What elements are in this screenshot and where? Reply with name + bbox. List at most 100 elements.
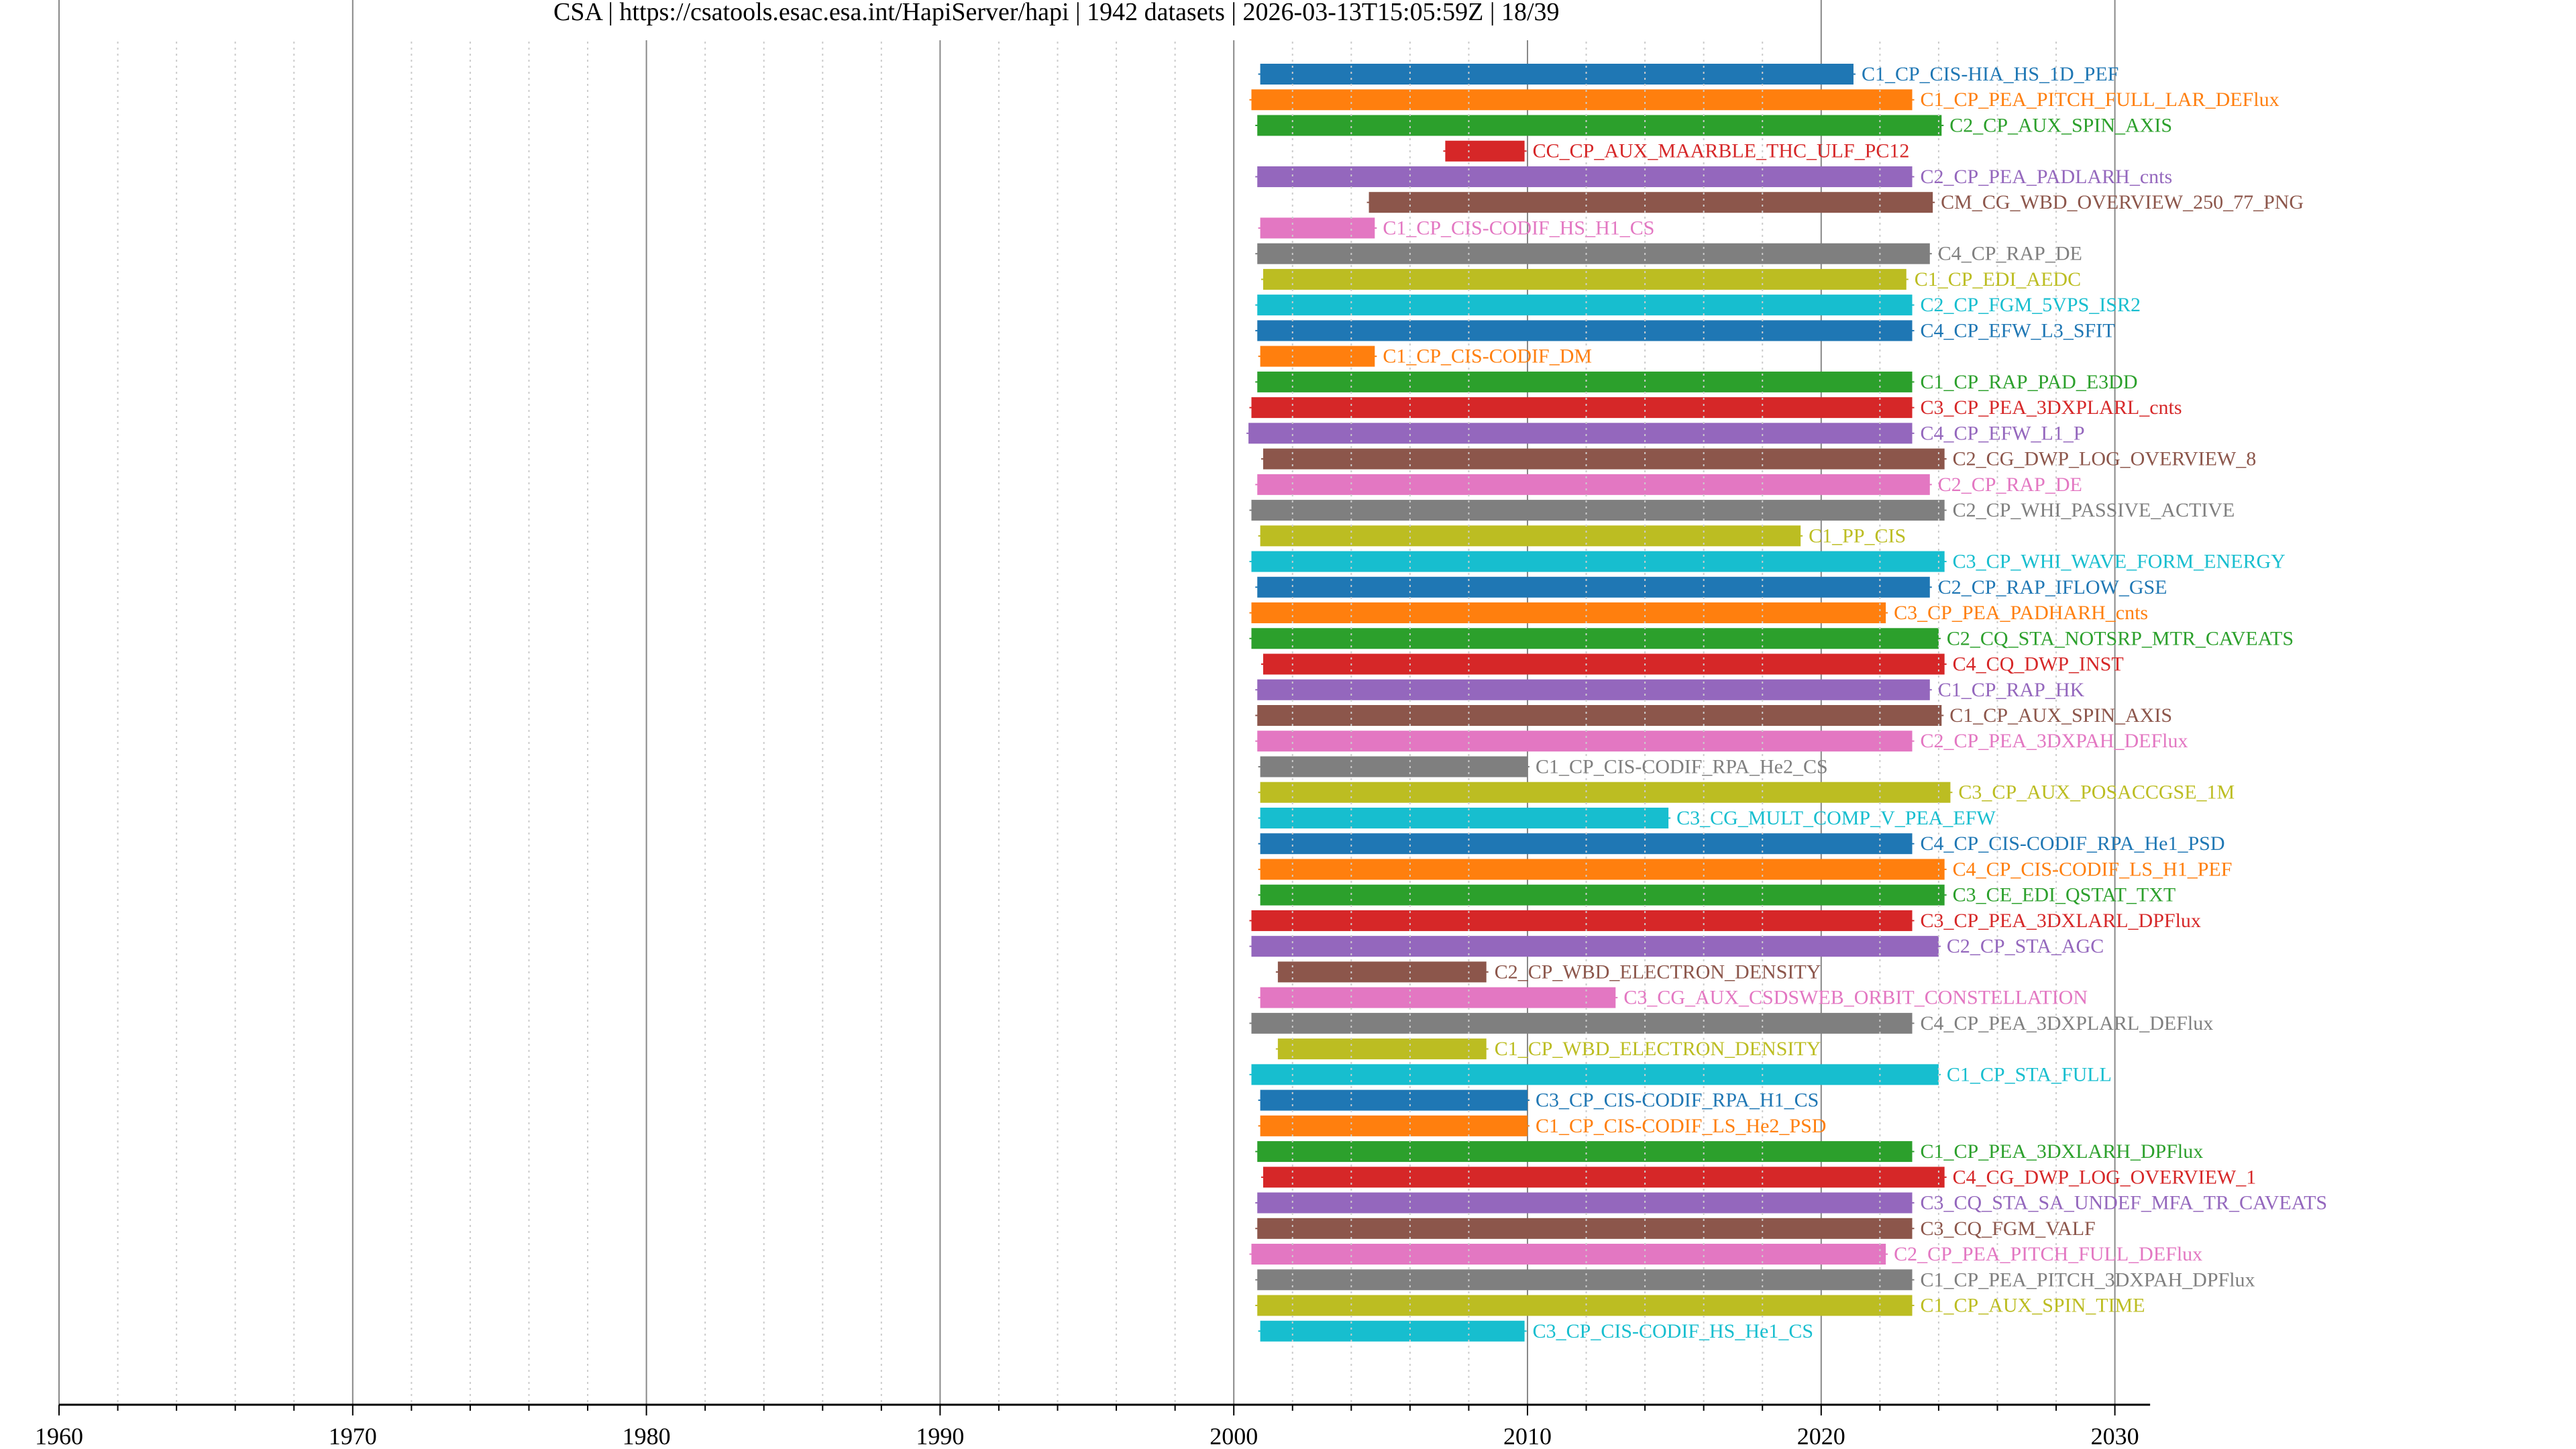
bar-C1_CP_CIS-CODIF_DM[interactable] <box>1260 345 1375 367</box>
bar-C3_CP_CIS-CODIF_HS_He1_CS[interactable] <box>1260 1320 1525 1342</box>
x-tick-label: 2010 <box>1503 1423 1552 1449</box>
bar-label: CC_CP_AUX_MAARBLE_THC_ULF_PC12 <box>1533 140 1910 162</box>
bar-label: C1_CP_AUX_SPIN_TIME <box>1921 1295 2145 1317</box>
bar-C1_CP_AUX_SPIN_AXIS[interactable] <box>1257 705 1942 726</box>
bar-label: C3_CP_CIS-CODIF_HS_He1_CS <box>1533 1320 1813 1342</box>
major-gridlines <box>58 0 2116 1405</box>
bar-C3_CG_MULT_COMP_V_PEA_EFW[interactable] <box>1260 807 1669 828</box>
bar-C4_CG_DWP_LOG_OVERVIEW_1[interactable] <box>1263 1167 1945 1188</box>
bar-C2_CP_FGM_5VPS_ISR2[interactable] <box>1257 294 1913 316</box>
bar-C2_CP_PEA_PITCH_FULL_DEFlux[interactable] <box>1251 1244 1886 1265</box>
bar-label: C1_CP_CIS-CODIF_RPA_He2_CS <box>1536 755 1828 777</box>
bar-C3_CP_PEA_PADHARH_cnts[interactable] <box>1251 602 1886 624</box>
bar-C2_CP_WHI_PASSIVE_ACTIVE[interactable] <box>1251 500 1945 521</box>
bar-C2_CQ_STA_NOTSRP_MTR_CAVEATS[interactable] <box>1251 628 1939 649</box>
bar-C2_CP_STA_AGC[interactable] <box>1251 936 1939 957</box>
bar-label: C1_CP_RAP_PAD_E3DD <box>1921 371 2138 393</box>
bar-C4_CP_RAP_DE[interactable] <box>1257 243 1930 264</box>
bar-C1_CP_RAP_HK[interactable] <box>1257 679 1930 700</box>
bar-label: C2_CP_WBD_ELECTRON_DENSITY <box>1495 961 1821 983</box>
bar-C3_CQ_STA_SA_UNDEF_MFA_TR_CAVEATS[interactable] <box>1257 1192 1913 1214</box>
bar-C1_CP_CIS-HIA_HS_1D_PEF[interactable] <box>1260 64 1854 85</box>
bar-label: C3_CQ_STA_SA_UNDEF_MFA_TR_CAVEATS <box>1921 1192 2328 1214</box>
bar-C1_CP_PEA_PITCH_3DXPAH_DPFlux[interactable] <box>1257 1269 1913 1291</box>
bar-label: C1_CP_CIS-CODIF_DM <box>1383 345 1592 368</box>
bar-label: C1_PP_CIS <box>1809 525 1906 547</box>
bar-label: C2_CG_DWP_LOG_OVERVIEW_8 <box>1953 448 2257 470</box>
bar-label: C4_CP_CIS-CODIF_LS_H1_PEF <box>1953 858 2233 880</box>
x-tick-label: 2030 <box>2091 1423 2139 1449</box>
bar-label: C3_CG_AUX_CSDSWEB_ORBIT_CONSTELLATION <box>1623 987 2088 1009</box>
bar-C1_CP_CIS-CODIF_LS_He2_PSD[interactable] <box>1260 1115 1527 1136</box>
x-tick-label: 1960 <box>35 1423 83 1449</box>
bar-label: C1_CP_AUX_SPIN_AXIS <box>1949 704 2172 727</box>
bar-C1_CP_CIS-CODIF_RPA_He2_CS[interactable] <box>1260 756 1527 777</box>
bar-label: C3_CG_MULT_COMP_V_PEA_EFW <box>1676 807 1996 829</box>
bar-C1_CP_CIS-CODIF_HS_H1_CS[interactable] <box>1260 217 1375 239</box>
bar-C3_CQ_FGM_VALF[interactable] <box>1257 1218 1913 1239</box>
bar-C3_CG_AUX_CSDSWEB_ORBIT_CONSTELLATION[interactable] <box>1260 987 1616 1008</box>
bar-C3_CE_EDI_QSTAT_TXT[interactable] <box>1260 884 1945 906</box>
bar-label: C2_CQ_STA_NOTSRP_MTR_CAVEATS <box>1947 627 2294 649</box>
bar-C4_CP_EFW_L1_P[interactable] <box>1248 423 1913 444</box>
bar-C3_CP_CIS-CODIF_RPA_H1_CS[interactable] <box>1260 1089 1527 1111</box>
bar-label: C4_CP_PEA_3DXPLARL_DEFlux <box>1921 1012 2214 1034</box>
bar-C2_CP_AUX_SPIN_AXIS[interactable] <box>1257 115 1942 136</box>
bar-C1_CP_EDI_AEDC[interactable] <box>1263 268 1907 290</box>
bar-C3_CP_PEA_3DXLARL_DPFlux[interactable] <box>1251 910 1913 931</box>
x-tick-label: 1970 <box>329 1423 377 1449</box>
bar-C1_CP_AUX_SPIN_TIME[interactable] <box>1257 1295 1913 1316</box>
x-tick-label: 1980 <box>623 1423 671 1449</box>
title-background <box>549 0 1669 40</box>
bar-C3_CP_PEA_3DXPLARL_cnts[interactable] <box>1251 397 1913 419</box>
bar-label: CM_CG_WBD_OVERVIEW_250_77_PNG <box>1941 191 2304 213</box>
bar-C2_CP_RAP_IFLOW_GSE[interactable] <box>1257 576 1930 598</box>
bar-label: C2_CP_RAP_DE <box>1938 474 2082 496</box>
bar-C2_CP_WBD_ELECTRON_DENSITY[interactable] <box>1277 961 1487 983</box>
bar-label: C1_CP_PEA_PITCH_FULL_LAR_DEFlux <box>1921 89 2279 111</box>
bar-C2_CP_PEA_PADLARH_cnts[interactable] <box>1257 166 1913 187</box>
bar-CC_CP_AUX_MAARBLE_THC_ULF_PC12[interactable] <box>1445 140 1525 162</box>
bar-label: C1_CP_RAP_HK <box>1938 679 2085 701</box>
minor-gridlines <box>117 42 2057 1405</box>
bar-label: C3_CE_EDI_QSTAT_TXT <box>1953 884 2176 906</box>
bar-label: C1_CP_WBD_ELECTRON_DENSITY <box>1495 1038 1821 1060</box>
bar-label: C2_CP_AUX_SPIN_AXIS <box>1949 114 2172 136</box>
bar-label: C2_CP_STA_AGC <box>1947 935 2104 957</box>
bar-C1_CP_RAP_PAD_E3DD[interactable] <box>1257 371 1913 392</box>
bar-C1_CP_PEA_3DXLARH_DPFlux[interactable] <box>1257 1141 1913 1163</box>
bar-C4_CP_PEA_3DXPLARL_DEFlux[interactable] <box>1251 1012 1913 1034</box>
bar-label: C3_CP_CIS-CODIF_RPA_H1_CS <box>1536 1089 1819 1112</box>
bar-label: C4_CP_CIS-CODIF_RPA_He1_PSD <box>1921 833 2225 855</box>
bar-C1_CP_PEA_PITCH_FULL_LAR_DEFlux[interactable] <box>1251 89 1913 111</box>
bar-label: C4_CP_EFW_L3_SFIT <box>1921 319 2115 341</box>
bar-C3_CP_WHI_WAVE_FORM_ENERGY[interactable] <box>1251 551 1945 572</box>
bar-C2_CP_PEA_3DXPAH_DEFlux[interactable] <box>1257 731 1913 752</box>
bar-label: C4_CG_DWP_LOG_OVERVIEW_1 <box>1953 1166 2257 1188</box>
bar-label: C1_CP_CIS-CODIF_LS_He2_PSD <box>1536 1115 1826 1137</box>
bar-C3_CP_AUX_POSACCGSE_1M[interactable] <box>1260 782 1951 803</box>
bar-label: C3_CP_PEA_3DXPLARL_cnts <box>1921 396 2182 419</box>
bar-C1_CP_WBD_ELECTRON_DENSITY[interactable] <box>1277 1038 1487 1060</box>
bar-C2_CG_DWP_LOG_OVERVIEW_8[interactable] <box>1263 448 1945 470</box>
bar-label: C1_CP_STA_FULL <box>1947 1063 2112 1085</box>
bar-label: C2_CP_PEA_PADLARH_cnts <box>1921 166 2173 188</box>
bar-C4_CP_CIS-CODIF_LS_H1_PEF[interactable] <box>1260 859 1945 880</box>
bar-C2_CP_RAP_DE[interactable] <box>1257 474 1930 495</box>
bar-label: C4_CQ_DWP_INST <box>1953 653 2124 676</box>
bar-C4_CQ_DWP_INST[interactable] <box>1263 653 1945 675</box>
chart-title: CSA | https://csatools.esac.esa.int/Hapi… <box>553 0 1560 26</box>
bar-CM_CG_WBD_OVERVIEW_250_77_PNG[interactable] <box>1368 192 1933 213</box>
bar-label: C2_CP_RAP_IFLOW_GSE <box>1938 576 2167 598</box>
bar-label: C1_CP_EDI_AEDC <box>1915 268 2081 290</box>
x-tick-label: 2000 <box>1210 1423 1258 1449</box>
dataset-bars <box>1246 64 1953 1342</box>
bar-C1_CP_STA_FULL[interactable] <box>1251 1064 1939 1085</box>
dataset-labels: C1_CP_CIS-HIA_HS_1D_PEF C1_CP_PEA_PITCH_F… <box>1383 63 2327 1342</box>
bar-C4_CP_EFW_L3_SFIT[interactable] <box>1257 320 1913 341</box>
bar-C1_PP_CIS[interactable] <box>1260 525 1801 547</box>
bar-label: C1_CP_PEA_3DXLARH_DPFlux <box>1921 1140 2204 1163</box>
bar-label: C3_CP_AUX_POSACCGSE_1M <box>1958 782 2235 804</box>
bar-label: C2_CP_WHI_PASSIVE_ACTIVE <box>1953 499 2235 521</box>
